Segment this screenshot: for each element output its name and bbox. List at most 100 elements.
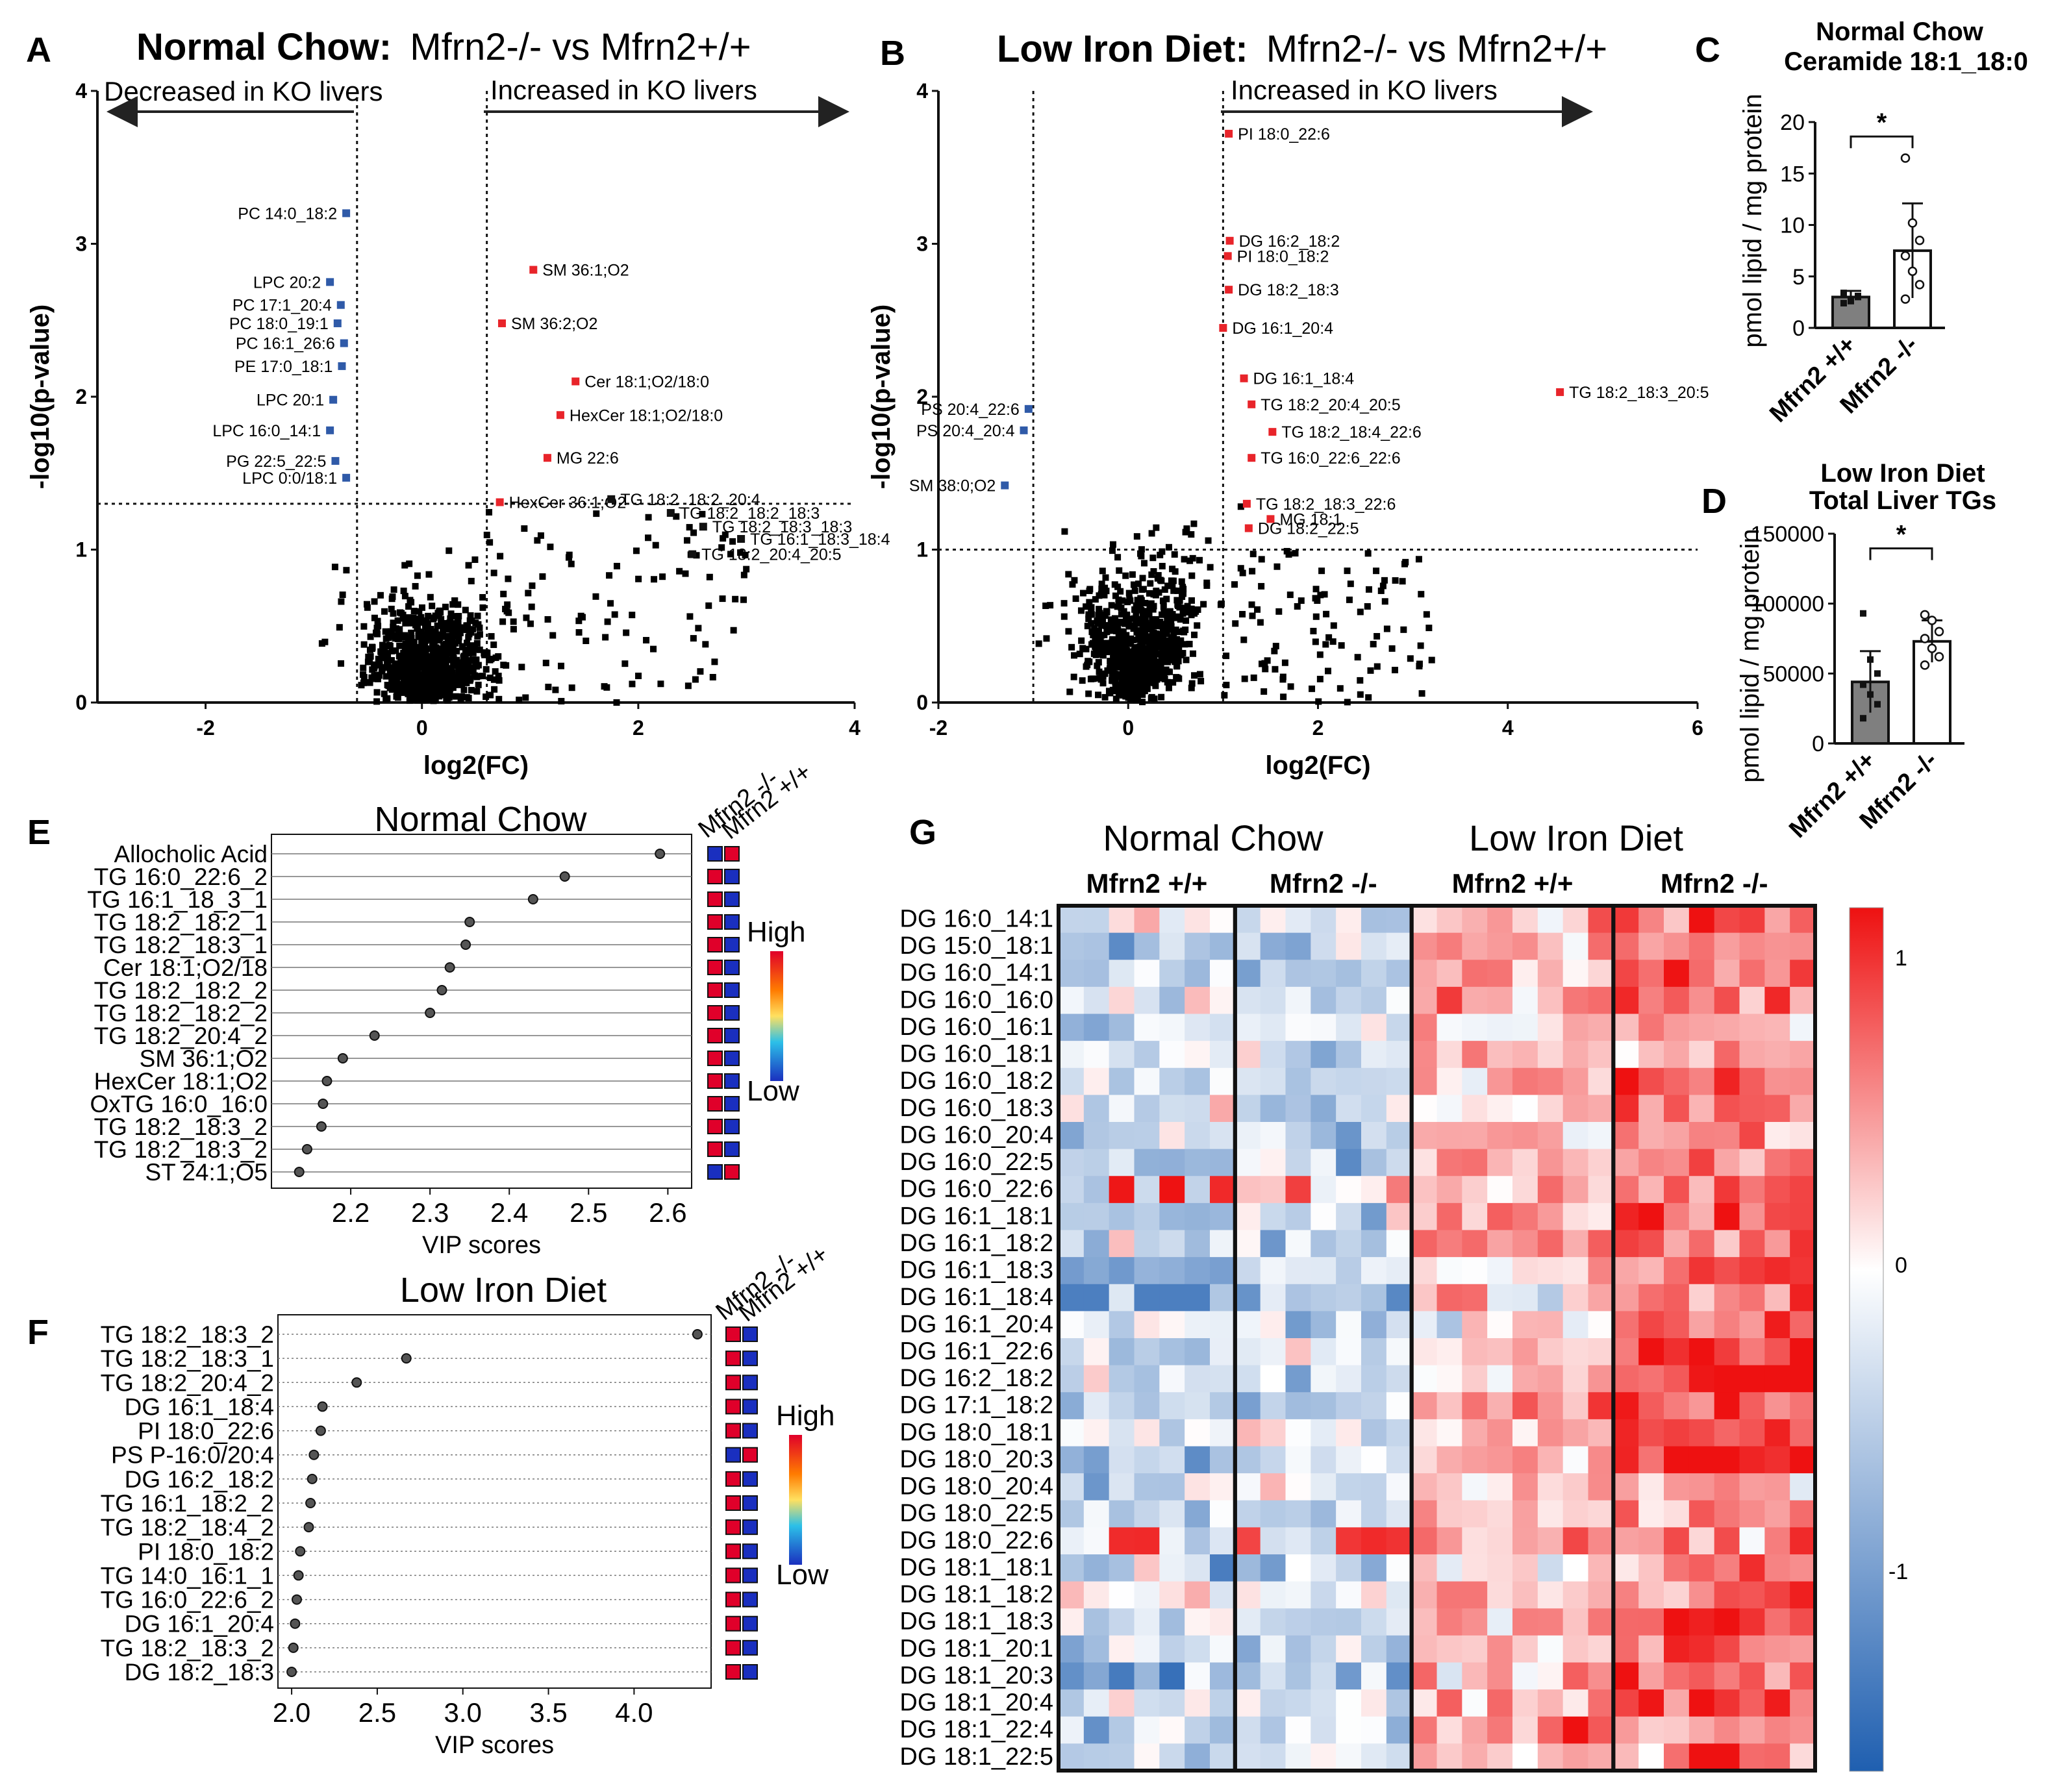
panel-b-feature-point	[1428, 656, 1435, 664]
panel-g-cell	[1235, 986, 1261, 1015]
panel-b-feature-point	[1087, 675, 1094, 682]
panel-b-feature-point	[1146, 590, 1153, 597]
panel-e-vip-point	[301, 1144, 312, 1154]
panel-b-feature-point	[1108, 602, 1115, 609]
panel-b-feature-point	[1114, 603, 1121, 610]
panel-g-cell	[1664, 1608, 1690, 1636]
panel-g-cell	[1411, 1635, 1438, 1663]
panel-g-cell	[1462, 1716, 1488, 1744]
panel-g-cell	[1210, 1014, 1236, 1041]
panel-a-feature-point	[373, 671, 381, 678]
panel-g-cell	[1790, 1689, 1816, 1717]
panel-a-feature-point	[421, 659, 428, 666]
panel-a-point-label: PC 16:1_26:6	[236, 335, 335, 353]
panel-b-feature-point	[1095, 691, 1102, 699]
panel-b-feature-point	[1164, 617, 1171, 624]
panel-a-feature-point	[534, 537, 541, 544]
panel-c-data-point	[1900, 294, 1911, 304]
panel-g-cell	[1790, 1662, 1816, 1690]
panel-e-feature-label: OxTG 16:0_16:0	[90, 1091, 268, 1117]
panel-g-cell	[1260, 1311, 1286, 1339]
panel-a-feature-point	[657, 680, 664, 688]
panel-a-feature-point	[611, 611, 618, 618]
panel-b-feature-point	[1143, 647, 1150, 654]
panel-b-feature-point	[1292, 550, 1299, 557]
panel-g-cell	[1185, 1311, 1211, 1339]
panel-b-feature-point	[1294, 603, 1301, 610]
panel-a-feature-point	[414, 658, 421, 666]
panel-g-cell	[1083, 1311, 1110, 1339]
panel-b-feature-point	[1139, 680, 1146, 688]
panel-f-feature-label: PI 18:0_22:6	[138, 1418, 274, 1445]
panel-g-cell	[1739, 1095, 1765, 1123]
panel-b-feature-point	[1152, 682, 1159, 690]
panel-b-point-label: PI 18:0_18:2	[1237, 247, 1329, 266]
panel-b-feature-point	[1092, 596, 1099, 603]
panel-b-feature-point	[1141, 661, 1148, 668]
panel-g-cell	[1764, 1743, 1790, 1771]
panel-g-cell	[1134, 906, 1160, 934]
panel-g-cell	[1059, 932, 1085, 960]
panel-g-cell	[1159, 1176, 1185, 1204]
panel-a-feature-point	[606, 572, 613, 579]
panel-g-cell	[1159, 1202, 1185, 1231]
panel-g-cell	[1159, 1689, 1185, 1717]
panel-b-feature-point	[1425, 625, 1433, 632]
panel-b-feature-point	[1183, 656, 1190, 664]
panel-b-feature-point	[1060, 613, 1068, 620]
panel-g-cell	[1437, 1067, 1462, 1095]
panel-g-cell	[1487, 1392, 1513, 1420]
panel-g-cell	[1688, 986, 1715, 1015]
panel-b-feature-point	[1099, 680, 1107, 687]
panel-b-feature-point	[1365, 694, 1372, 701]
panel-g-cell	[1361, 1176, 1387, 1204]
panel-g-cell	[1588, 1743, 1614, 1771]
panel-a-labeled-point	[336, 301, 345, 309]
panel-b-feature-point	[1138, 546, 1145, 553]
panel-g-cell	[1664, 906, 1690, 934]
panel-g-cell	[1285, 1311, 1311, 1339]
panel-b-point-label: SM 38:0;O2	[909, 477, 996, 495]
panel-g-cell	[1260, 1392, 1286, 1420]
panel-g-cell	[1386, 1608, 1412, 1636]
panel-g-cell	[1739, 1230, 1765, 1258]
panel-e-heat-wt	[724, 982, 740, 998]
panel-b-feature-point	[1322, 641, 1329, 648]
panel-a-feature-point	[466, 617, 473, 624]
panel-b-labeled-point	[1219, 324, 1227, 332]
panel-g-cell	[1083, 1554, 1110, 1582]
panel-a-feature-point	[406, 651, 413, 658]
panel-g-cell	[1739, 1662, 1765, 1690]
panel-b-feature-point	[1120, 666, 1127, 673]
panel-b-feature-point	[1119, 597, 1126, 604]
panel-g-cell	[1790, 1311, 1816, 1339]
panel-a-feature-point	[633, 547, 640, 554]
panel-g-cell	[1134, 1067, 1160, 1095]
panel-g-cell	[1764, 1230, 1790, 1258]
panel-g-cell	[1613, 1635, 1639, 1663]
panel-g-cell	[1361, 1581, 1387, 1609]
panel-g-cell	[1790, 1067, 1816, 1095]
panel-g-cell	[1739, 1149, 1765, 1176]
panel-g-cell	[1588, 1014, 1614, 1041]
panel-b-feature-point	[1392, 577, 1399, 584]
panel-a-point-label: TG 16:1_18:3_18:4	[750, 530, 890, 549]
panel-g-cell	[1285, 1067, 1311, 1095]
panel-a-feature-point	[418, 628, 425, 636]
panel-b-feature-point	[1093, 645, 1100, 653]
panel-a-feature-point	[368, 674, 375, 681]
panel-g-cell	[1537, 932, 1564, 960]
panel-b-feature-point	[1231, 581, 1238, 588]
panel-b-point-label: DG 16:1_20:4	[1232, 319, 1333, 338]
panel-g-subgroup-title: Mfrn2 -/-	[1661, 868, 1768, 899]
panel-g-cell	[1285, 1257, 1311, 1285]
panel-g-cell	[1134, 1095, 1160, 1123]
panel-g-cell	[1688, 1473, 1715, 1501]
panel-g-cell	[1411, 1662, 1438, 1690]
panel-g-cell	[1361, 1500, 1387, 1528]
panel-g-cell	[1210, 1257, 1236, 1285]
panel-e-x-tick-label: 2.6	[649, 1197, 686, 1228]
panel-a-feature-point	[382, 628, 389, 635]
panel-a-x-tick-label: 4	[849, 716, 860, 740]
panel-g-row-label: DG 18:0_22:6	[899, 1527, 1053, 1554]
